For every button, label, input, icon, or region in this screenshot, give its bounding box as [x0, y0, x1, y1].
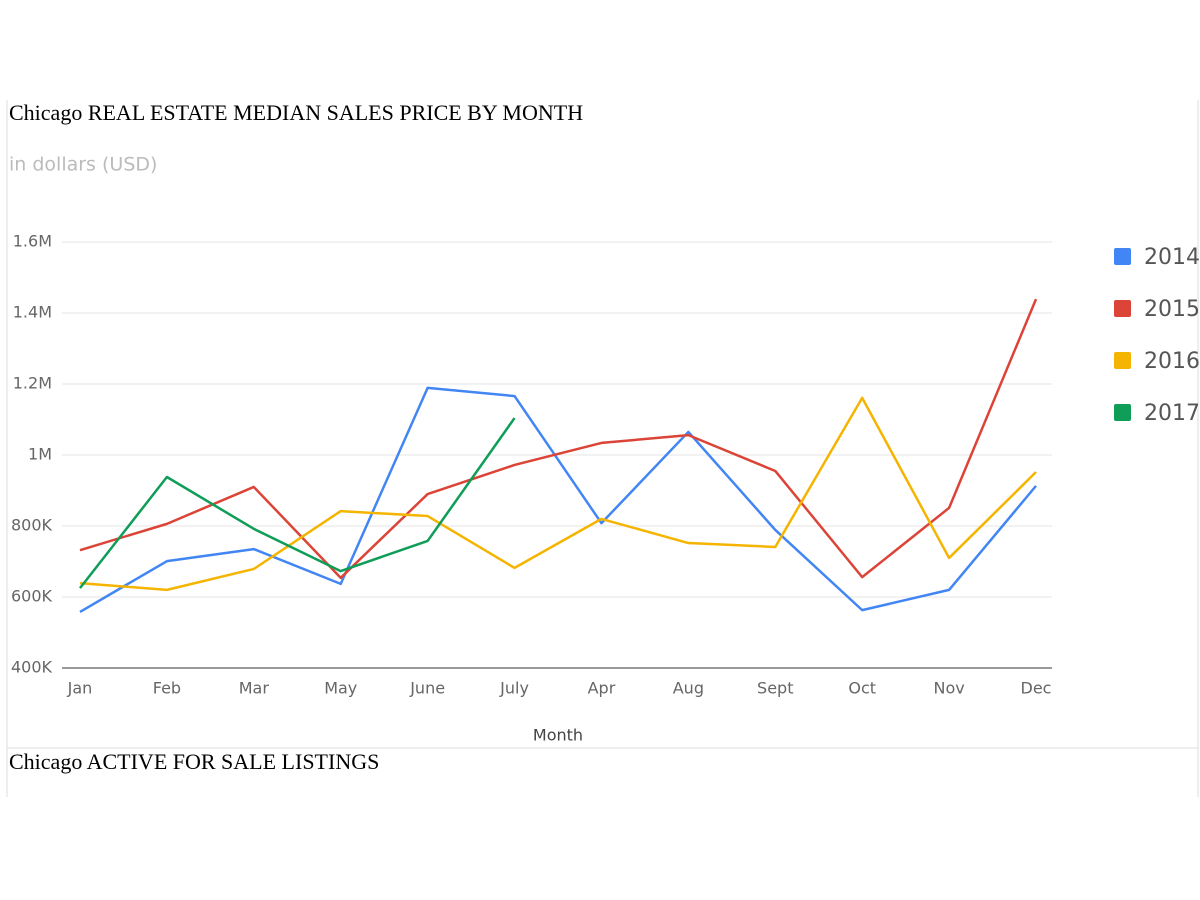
legend-label: 2015 [1144, 297, 1200, 322]
y-tick-label: 800K [11, 516, 53, 535]
y-tick-label: 1.2M [13, 374, 52, 393]
series-line [79, 396, 1037, 592]
section-title: Chicago ACTIVE FOR SALE LISTINGS [9, 749, 379, 774]
x-tick-label: July [499, 679, 529, 698]
x-tick-label: Nov [933, 679, 964, 698]
series-line [79, 386, 1037, 613]
legend-label: 2017 [1144, 401, 1200, 426]
legend-label: 2016 [1144, 349, 1200, 374]
legend-swatch [1114, 300, 1131, 317]
legend-swatch [1114, 352, 1131, 369]
x-tick-label: Dec [1021, 679, 1052, 698]
y-tick-label: 1.4M [13, 303, 52, 322]
y-tick-label: 400K [11, 658, 53, 677]
legend-swatch [1114, 248, 1131, 265]
x-tick-label: May [324, 679, 357, 698]
chart-title: Chicago REAL ESTATE MEDIAN SALES PRICE B… [9, 100, 583, 125]
x-tick-label: Mar [239, 679, 270, 698]
legend-label: 2014 [1144, 245, 1200, 270]
y-tick-label: 1.6M [13, 232, 52, 251]
series-line [79, 417, 516, 589]
x-axis-label: Month [533, 726, 583, 745]
x-tick-label: Apr [588, 679, 616, 698]
x-tick-label: Feb [153, 679, 181, 698]
x-tick-label: Aug [673, 679, 704, 698]
x-tick-label: Jan [67, 679, 93, 698]
series-line [79, 298, 1038, 580]
y-tick-label: 1M [28, 445, 52, 464]
x-tick-label: June [409, 679, 445, 698]
y-tick-label: 600K [11, 587, 53, 606]
chart-subtitle: in dollars (USD) [9, 154, 157, 176]
x-tick-label: Sept [757, 679, 793, 698]
x-tick-label: Oct [848, 679, 876, 698]
legend-swatch [1114, 404, 1131, 421]
